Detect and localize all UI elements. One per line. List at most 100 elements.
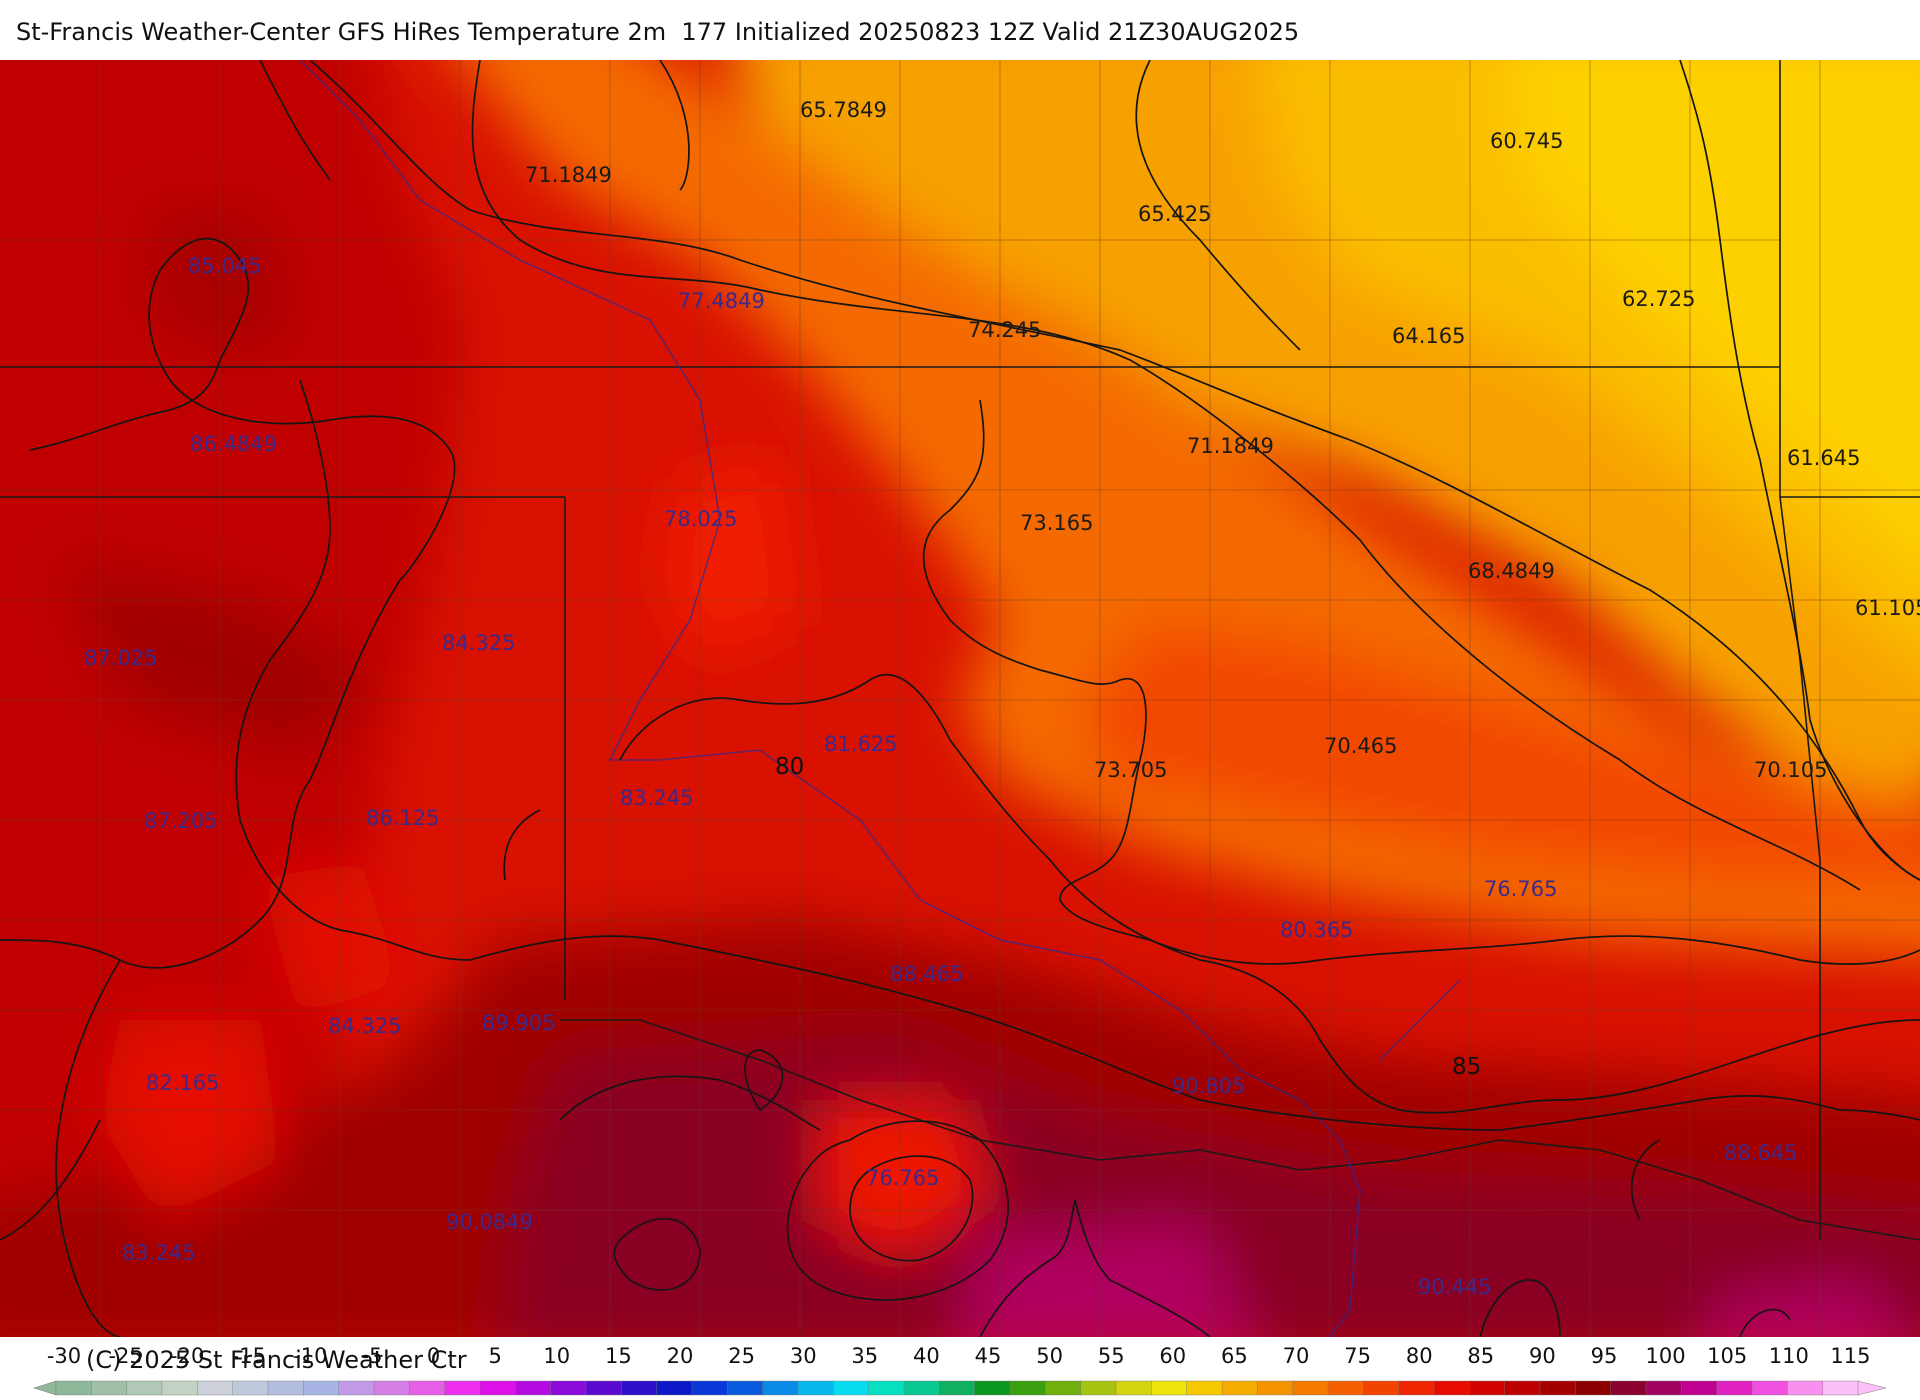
legend-tick-label: 25 [728, 1344, 755, 1368]
value-label: 78.025 [664, 507, 737, 531]
legend-swatch [1645, 1380, 1683, 1396]
legend-tick-label: -25 [108, 1344, 142, 1368]
value-label: 61.645 [1787, 446, 1860, 470]
legend-swatch [1504, 1380, 1541, 1396]
legend-tick-label: 30 [790, 1344, 817, 1368]
copyright-text: (C) 2025 St Francis Weather Ctr [86, 1346, 467, 1374]
legend-swatch [833, 1380, 870, 1396]
value-label: 76.765 [866, 1166, 939, 1190]
legend-swatch [126, 1380, 163, 1396]
color-legend: -30 -25 -20 -15 -10 -5 0 5 10 15 20 25 30 35 40 45 50 55 6… [33, 1344, 1887, 1396]
isotherm-lines [0, 60, 1920, 1337]
legend-swatch [91, 1380, 128, 1396]
temperature-fill [0, 60, 1920, 1337]
legend-tick-label: 75 [1344, 1344, 1371, 1368]
legend-tick-label: 70 [1283, 1344, 1310, 1368]
legend-tick-label: -20 [170, 1344, 204, 1368]
value-label: 90.805 [1172, 1074, 1245, 1098]
legend-swatch [1080, 1380, 1117, 1396]
map-title: St-Francis Weather-Center GFS HiRes Temp… [16, 18, 1300, 46]
legend-swatch [868, 1380, 905, 1396]
value-label: 70.105 [1754, 758, 1827, 782]
legend-arrow-right [1857, 1380, 1887, 1396]
legend-swatch [373, 1380, 411, 1396]
legend-tick-label: 10 [543, 1344, 570, 1368]
legend-swatch [974, 1380, 1011, 1396]
legend-swatch [1575, 1380, 1612, 1396]
legend-swatch [656, 1380, 693, 1396]
legend-tick-label: 0 [427, 1344, 440, 1368]
value-label: 85.045 [188, 254, 261, 278]
legend-tick-label: 115 [1830, 1344, 1870, 1368]
legend-swatch [1469, 1380, 1506, 1396]
legend-tick-label: 60 [1159, 1344, 1186, 1368]
value-label: 90.445 [1418, 1275, 1491, 1299]
value-label: 73.705 [1094, 758, 1167, 782]
legend-swatch [797, 1380, 835, 1396]
contour-label-85: 85 [1452, 1054, 1481, 1080]
value-label: 84.325 [328, 1014, 401, 1038]
value-label: 73.165 [1020, 511, 1093, 535]
value-label: 82.165 [146, 1071, 219, 1095]
legend-swatch [1787, 1380, 1824, 1396]
legend-swatch [1716, 1380, 1753, 1396]
legend-swatch [267, 1380, 305, 1396]
legend-tick-label: 15 [605, 1344, 632, 1368]
value-label: 62.725 [1622, 287, 1695, 311]
legend-swatch [585, 1380, 623, 1396]
legend-tick-label: 5 [489, 1344, 502, 1368]
legend-swatch [1681, 1380, 1718, 1396]
value-label: 77.4849 [678, 289, 765, 313]
legend-tick-label: -15 [232, 1344, 266, 1368]
legend-swatch [1363, 1380, 1400, 1396]
value-label: 84.325 [442, 631, 515, 655]
legend-tick-label: -5 [362, 1344, 383, 1368]
value-label: 86.4849 [190, 432, 277, 456]
legend-swatch [444, 1380, 481, 1396]
legend-swatch [903, 1380, 941, 1396]
legend-swatch [1327, 1380, 1365, 1396]
value-label: 89.905 [482, 1011, 555, 1035]
contour-label-80: 80 [775, 754, 804, 780]
legend-swatch [55, 1380, 93, 1396]
legend-swatch [1610, 1380, 1647, 1396]
value-label: 65.7849 [800, 98, 887, 122]
state-boundaries [0, 60, 1920, 1241]
legend-swatch [727, 1380, 764, 1396]
value-label: 86.125 [366, 806, 439, 830]
legend-swatch [197, 1380, 234, 1396]
river-line [299, 60, 1461, 1337]
legend-swatch [1539, 1380, 1577, 1396]
legend-swatch [939, 1380, 976, 1396]
legend-ticks: -30 -25 -20 -15 -10 -5 0 5 10 15 20 25 30 35 40 45 50 55 6… [47, 1344, 1871, 1368]
legend-swatch [1398, 1380, 1435, 1396]
legend-tick-label: 95 [1591, 1344, 1618, 1368]
legend-tick-label: 90 [1529, 1344, 1556, 1368]
value-label: 71.1849 [525, 163, 612, 187]
legend-swatch [1115, 1380, 1153, 1396]
value-label: 87.025 [84, 646, 157, 670]
legend-swatch [303, 1380, 340, 1396]
legend-swatch [1257, 1380, 1294, 1396]
value-label: 71.1849 [1187, 434, 1274, 458]
legend-tick-label: 110 [1769, 1344, 1809, 1368]
legend-swatch [1045, 1380, 1082, 1396]
legend-tick-label: 40 [913, 1344, 940, 1368]
value-label: 60.745 [1490, 129, 1563, 153]
legend-swatch [409, 1380, 446, 1396]
legend-swatch [550, 1380, 587, 1396]
county-boundaries [0, 60, 1920, 1337]
legend-tick-label: 20 [667, 1344, 694, 1368]
legend-tick-label: 50 [1036, 1344, 1063, 1368]
legend-tick-label: 85 [1467, 1344, 1494, 1368]
legend-swatch [338, 1380, 375, 1396]
legend-swatch [1186, 1380, 1223, 1396]
legend-tick-label: -10 [293, 1344, 327, 1368]
temperature-map: 80 85 65.7849 60.745 71.1849 65.425 85.045 77… [0, 60, 1920, 1337]
value-label: 88.645 [1724, 1141, 1797, 1165]
value-label: 87.205 [144, 809, 217, 833]
legend-swatch [1292, 1380, 1329, 1396]
legend-tick-label: 55 [1098, 1344, 1125, 1368]
legend-tick-label: 105 [1707, 1344, 1747, 1368]
value-label: 64.165 [1392, 324, 1465, 348]
